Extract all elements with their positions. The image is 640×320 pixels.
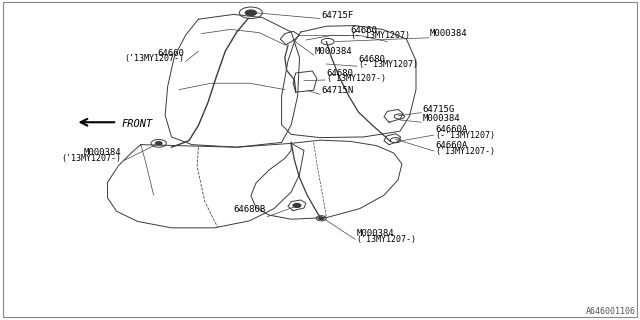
Text: 64680B: 64680B [234, 205, 266, 214]
Text: 64715N: 64715N [321, 86, 353, 95]
Text: M000384: M000384 [84, 148, 122, 157]
Text: 64660: 64660 [350, 26, 377, 35]
Text: M000384: M000384 [422, 114, 460, 123]
Text: 64680: 64680 [358, 55, 385, 64]
Text: 64660A: 64660A [435, 141, 467, 150]
Text: M000384: M000384 [430, 29, 468, 38]
Text: ('13MY1207-): ('13MY1207-) [435, 147, 495, 156]
Text: FRONT: FRONT [122, 118, 153, 129]
Text: M000384: M000384 [315, 47, 353, 56]
Circle shape [319, 217, 324, 220]
Text: 64660A: 64660A [435, 125, 467, 134]
Circle shape [245, 10, 257, 16]
Text: (-'13MY1207): (-'13MY1207) [435, 131, 495, 140]
Text: 64660: 64660 [157, 49, 184, 58]
Text: 64715G: 64715G [422, 105, 454, 114]
Circle shape [293, 204, 301, 207]
Text: (-'13MY1207): (-'13MY1207) [350, 31, 410, 40]
Text: A646001106: A646001106 [586, 307, 636, 316]
Text: ('13MY1207-): ('13MY1207-) [124, 54, 184, 63]
Text: 64715F: 64715F [321, 11, 353, 20]
Text: ('13MY1207-): ('13MY1207-) [326, 74, 387, 83]
Text: ('13MY1207-): ('13MY1207-) [61, 154, 122, 163]
Text: (-'13MY1207): (-'13MY1207) [358, 60, 419, 69]
Text: ('13MY1207-): ('13MY1207-) [356, 235, 417, 244]
Text: M000384: M000384 [356, 229, 394, 238]
Circle shape [156, 142, 162, 145]
Text: 64680: 64680 [326, 69, 353, 78]
